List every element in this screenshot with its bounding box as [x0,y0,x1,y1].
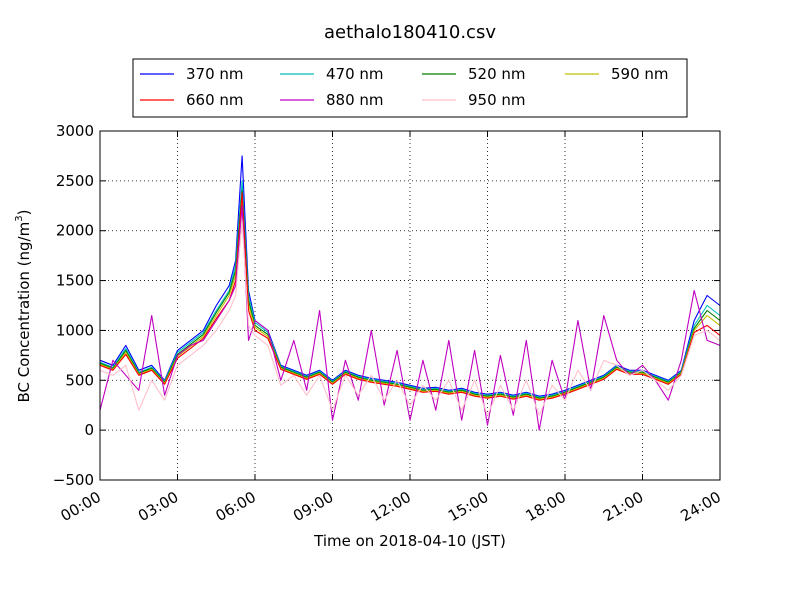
y-tick-label: 2000 [56,222,94,240]
y-tick-label: 2500 [56,172,94,190]
legend-box [132,58,688,118]
y-tick-label: 1000 [56,321,94,339]
legend: 370 nm 470 nm 520 nm 590 nm 660 nm 880 nm 950 … [132,58,688,118]
legend-label: 520 nm [468,65,526,83]
legend-label: 370 nm [186,65,244,83]
y-tick-label: 3000 [56,122,94,140]
legend-label: 470 nm [326,65,384,83]
legend-label: 660 nm [186,91,244,109]
y-tick-labels: −500 0 500 1000 1500 2000 2500 3000 [53,122,94,489]
y-tick-label: 0 [84,421,94,439]
legend-label: 880 nm [326,91,384,109]
y-axis-title-suffix: ) [15,210,33,216]
y-axis-title-superscript: 3 [14,215,25,221]
y-axis-title-main: BC Concentration (ng/m [15,222,33,403]
y-tick-label: 1500 [56,272,94,290]
grid [100,131,720,480]
x-axis-title: Time on 2018-04-10 (JST) [313,532,506,550]
series-line-590-nm [99,200,721,400]
series-line-470-nm [99,180,721,398]
legend-items: 370 nm 470 nm 520 nm 590 nm 660 nm 880 nm 950 … [140,65,669,109]
y-axis-title: BC Concentration (ng/m3) [14,210,33,403]
legend-label: 590 nm [611,65,669,83]
series-line-950-nm [99,220,721,416]
y-tick-label: 500 [65,371,94,389]
series-line-880-nm [99,205,721,431]
chart-title: aethalo180410.csv [324,22,496,43]
axis-ticks [99,130,721,481]
series-line-660-nm [99,192,721,401]
y-tick-label: −500 [53,471,94,489]
series-lines [99,155,721,431]
legend-label: 950 nm [468,91,526,109]
series-line-370-nm [99,155,721,397]
series-line-520-nm [99,190,721,399]
